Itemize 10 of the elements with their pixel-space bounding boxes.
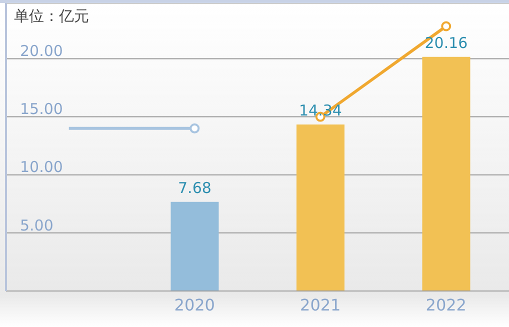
y-tick-label: 15.00 (20, 100, 63, 118)
data-label: 7.68 (178, 178, 212, 197)
chart-title: 单位：亿元 (14, 7, 89, 26)
data-label: 20.16 (424, 34, 468, 52)
y-tick-label: 5.00 (20, 216, 54, 234)
x-tick-label: 2022 (426, 295, 466, 314)
y-tick-label: 20.00 (20, 42, 63, 60)
x-tick-label: 2021 (300, 295, 341, 314)
y-tick-label: 10.00 (20, 158, 63, 176)
x-tick-label: 2020 (174, 295, 215, 314)
